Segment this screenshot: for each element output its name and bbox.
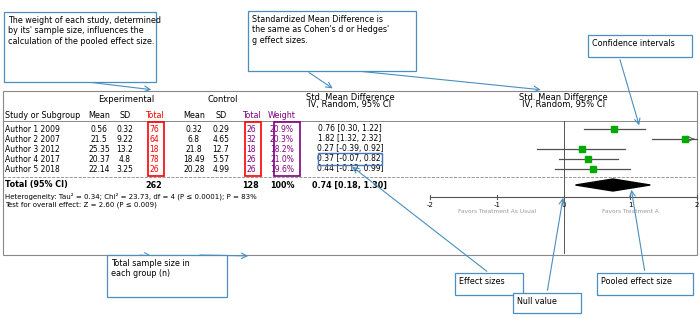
Text: Total (95% CI): Total (95% CI) [5, 181, 68, 189]
Text: 0.32: 0.32 [186, 124, 202, 133]
Text: Total: Total [145, 112, 163, 121]
FancyBboxPatch shape [597, 273, 693, 295]
Text: 9.22: 9.22 [117, 135, 134, 144]
Text: 26: 26 [246, 124, 256, 133]
Text: 20.28: 20.28 [183, 165, 204, 174]
Text: Control: Control [207, 95, 238, 105]
Text: Mean: Mean [88, 112, 110, 121]
Text: Favors Treatment As Usual: Favors Treatment As Usual [458, 209, 536, 214]
Text: Author 2 2007: Author 2 2007 [5, 135, 60, 144]
Text: Total: Total [241, 112, 260, 121]
Text: 128: 128 [243, 181, 260, 189]
Text: Author 3 2012: Author 3 2012 [5, 145, 60, 153]
Text: Effect sizes: Effect sizes [459, 277, 505, 286]
Text: Null value: Null value [517, 297, 557, 306]
Text: 20.9%: 20.9% [270, 124, 294, 133]
Text: 3.25: 3.25 [117, 165, 134, 174]
Text: Test for overall effect: Z = 2.60 (P ≤ 0.009): Test for overall effect: Z = 2.60 (P ≤ 0… [5, 202, 157, 208]
Text: Weight: Weight [268, 112, 296, 121]
Text: Heterogeneity: Tau² = 0.34; Chi² = 23.73, df = 4 (P ≤ 0.0001); P = 83%: Heterogeneity: Tau² = 0.34; Chi² = 23.73… [5, 192, 257, 200]
Text: IV, Random, 95% CI: IV, Random, 95% CI [522, 100, 605, 109]
Text: 26: 26 [149, 165, 159, 174]
Text: 6.8: 6.8 [188, 135, 200, 144]
Text: 22.14: 22.14 [88, 165, 110, 174]
Text: Experimental: Experimental [99, 95, 155, 105]
Bar [274, 122, 300, 176]
Text: 0.27 [-0.39, 0.92]: 0.27 [-0.39, 0.92] [316, 145, 384, 153]
Text: 76: 76 [149, 124, 159, 133]
Text: 0.32: 0.32 [117, 124, 134, 133]
Text: 18.49: 18.49 [183, 154, 205, 164]
Text: 64: 64 [149, 135, 159, 144]
Text: 100%: 100% [270, 181, 294, 189]
Bar [245, 122, 261, 176]
Text: 2: 2 [695, 202, 699, 208]
Text: 21.5: 21.5 [90, 135, 107, 144]
FancyBboxPatch shape [4, 12, 156, 82]
Text: Std. Mean Difference: Std. Mean Difference [519, 93, 608, 101]
Text: SD: SD [120, 112, 131, 121]
Text: 4.99: 4.99 [213, 165, 230, 174]
Text: 0.29: 0.29 [213, 124, 230, 133]
Text: 262: 262 [146, 181, 162, 189]
FancyBboxPatch shape [588, 35, 692, 57]
Text: 5.57: 5.57 [213, 154, 230, 164]
Bar [148, 122, 164, 176]
Text: Favors Treatment A: Favors Treatment A [602, 209, 659, 214]
Text: 19.6%: 19.6% [270, 165, 294, 174]
Text: Author 5 2018: Author 5 2018 [5, 165, 60, 174]
Text: 21.8: 21.8 [186, 145, 202, 153]
FancyBboxPatch shape [248, 11, 416, 71]
Text: 32: 32 [246, 135, 256, 144]
Text: 78: 78 [149, 154, 159, 164]
Text: Total sample size in
each group (n): Total sample size in each group (n) [111, 259, 190, 278]
Text: 12.7: 12.7 [213, 145, 230, 153]
Text: 26: 26 [246, 165, 256, 174]
Bar [318, 153, 382, 165]
Polygon shape [575, 179, 650, 191]
Text: SD: SD [216, 112, 227, 121]
Text: The weight of each study, determined
by its' sample size, influences the
calcula: The weight of each study, determined by … [8, 16, 161, 46]
Text: Author 1 2009: Author 1 2009 [5, 124, 60, 133]
Text: 0.76 [0.30, 1.22]: 0.76 [0.30, 1.22] [318, 124, 382, 133]
Text: Pooled effect size: Pooled effect size [601, 277, 672, 286]
Text: -2: -2 [426, 202, 433, 208]
Text: Study or Subgroup: Study or Subgroup [5, 112, 80, 121]
Text: Author 4 2017: Author 4 2017 [5, 154, 60, 164]
Bar [3, 91, 697, 255]
Text: 0.74 [0.18, 1.30]: 0.74 [0.18, 1.30] [312, 181, 388, 189]
Text: 18.2%: 18.2% [270, 145, 294, 153]
Text: 20.37: 20.37 [88, 154, 110, 164]
Text: Mean: Mean [183, 112, 205, 121]
Text: 0.56: 0.56 [90, 124, 108, 133]
Text: 4.65: 4.65 [213, 135, 230, 144]
Text: -1: -1 [494, 202, 500, 208]
Text: 0.37 [-0.07, 0.82]: 0.37 [-0.07, 0.82] [316, 154, 384, 164]
Text: 1.82 [1.32, 2.32]: 1.82 [1.32, 2.32] [318, 135, 382, 144]
Text: IV, Random, 95% CI: IV, Random, 95% CI [309, 100, 391, 109]
Text: 25.35: 25.35 [88, 145, 110, 153]
Text: 18: 18 [149, 145, 159, 153]
Text: 1: 1 [628, 202, 633, 208]
FancyBboxPatch shape [107, 255, 227, 297]
Text: 0.44 [-0.12, 0.99]: 0.44 [-0.12, 0.99] [316, 165, 384, 174]
Text: 26: 26 [246, 154, 256, 164]
Text: Std. Mean Difference: Std. Mean Difference [306, 93, 394, 101]
Text: 0: 0 [561, 202, 566, 208]
Text: 21.0%: 21.0% [270, 154, 294, 164]
Text: Standardized Mean Difference is
the same as Cohen's d or Hedges'
g effect sizes.: Standardized Mean Difference is the same… [252, 15, 389, 45]
FancyBboxPatch shape [455, 273, 523, 295]
Text: 20.3%: 20.3% [270, 135, 294, 144]
Text: Confidence intervals: Confidence intervals [592, 39, 675, 48]
Text: 4.8: 4.8 [119, 154, 131, 164]
Text: 13.2: 13.2 [117, 145, 134, 153]
FancyBboxPatch shape [513, 293, 581, 313]
Text: 18: 18 [246, 145, 256, 153]
